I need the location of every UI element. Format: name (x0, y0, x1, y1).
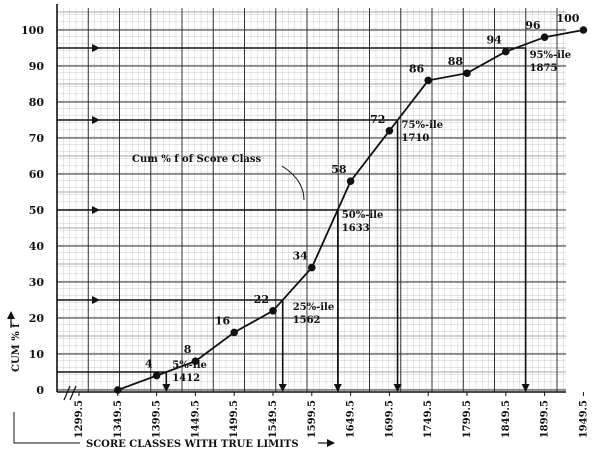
x-tick-label: 1499.5 (229, 400, 240, 438)
data-point (540, 33, 549, 41)
data-point-label: 4 (145, 358, 153, 371)
x-tick-label: 1699.5 (384, 400, 395, 438)
data-point (114, 386, 122, 394)
data-point (463, 69, 471, 77)
data-point (502, 47, 510, 56)
ogive-series: 4 8 16 22 34 58 72 86 88 94 96 100 (114, 12, 588, 394)
data-point-label: 16 (215, 314, 231, 327)
percentile-value: 1412 (172, 373, 200, 384)
curve-annotation: Cum % f of Score Class (132, 154, 261, 165)
x-tick-label: 1849.5 (501, 400, 512, 438)
x-tick-label: 1899.5 (540, 400, 551, 438)
percentile-value: 1875 (530, 63, 558, 74)
data-point (269, 307, 277, 315)
minor-grid (57, 8, 566, 392)
percentile-value: 1633 (342, 223, 370, 234)
data-point (308, 263, 316, 272)
percentile-label: 95%-ile (530, 50, 572, 61)
x-axis-title: SCORE CLASSES WITH TRUE LIMITS (86, 439, 299, 450)
x-tick-label: 1449.5 (190, 400, 201, 438)
x-tick-label: 1949.5 (578, 400, 589, 438)
y-tick-label: 50 (29, 204, 45, 217)
data-point-label: 94 (486, 34, 502, 47)
data-point-label: 34 (292, 250, 308, 263)
data-point-label: 58 (331, 163, 347, 176)
x-tick-label: 1649.5 (346, 400, 357, 438)
y-tick-label: 30 (29, 276, 45, 289)
x-tick-label: 1799.5 (462, 400, 473, 438)
data-point (346, 177, 355, 185)
y-tick-label: 70 (29, 132, 45, 145)
data-point-label: 88 (448, 55, 464, 68)
data-point-label: 72 (370, 113, 385, 126)
y-tick-label: 0 (36, 384, 44, 397)
x-tick-label: 1749.5 (423, 400, 434, 438)
percentile-label: 50%-ile (342, 210, 384, 221)
data-point (230, 328, 238, 337)
y-tick-label: 100 (21, 24, 44, 37)
x-axis-title-bracket (13, 412, 80, 444)
data-point-label: 22 (254, 293, 269, 306)
y-tick-label: 80 (29, 96, 45, 109)
percentile-label: 75%-ile (402, 120, 444, 131)
x-tick-label: 1399.5 (152, 400, 163, 438)
data-point-label: 100 (556, 12, 579, 25)
data-point (191, 357, 200, 366)
data-point (424, 76, 433, 85)
x-tick-label: 1349.5 (113, 400, 124, 438)
x-tick-label: 1599.5 (307, 400, 318, 438)
chart-grid (56, 8, 566, 392)
axis-break-marker (63, 385, 77, 401)
data-point (579, 26, 588, 34)
percentile-value: 1710 (402, 133, 430, 144)
y-tick-label: 40 (29, 240, 45, 253)
percentile-value: 1562 (293, 315, 321, 326)
percentile-label: 5%-ile (172, 360, 207, 371)
chart-axes: 0 10 20 30 40 50 60 70 80 90 100 1299.5 1349.5 1399.5… (21, 4, 589, 438)
curve-annotation-leader (281, 165, 305, 201)
y-tick-label: 10 (29, 348, 45, 361)
percentile-label: 25%-ile (293, 302, 335, 313)
percentile-guides: 5%-ile 1412 25%-ile 1562 50%-ile 1633 75%-ile 1… (57, 44, 572, 392)
data-point-label: 96 (525, 19, 541, 32)
data-point (152, 371, 161, 380)
data-point-label: 86 (409, 62, 425, 75)
y-tick-label: 60 (29, 168, 45, 181)
data-point (385, 127, 394, 135)
x-tick-label: 1549.5 (268, 400, 279, 438)
y-tick-label: 90 (29, 60, 45, 73)
y-axis-title: CUM % f (11, 323, 22, 372)
x-tick-label: 1299.5 (74, 400, 85, 438)
y-axis-title-group: CUM % f (11, 323, 22, 372)
data-point-label: 8 (184, 343, 192, 356)
y-tick-label: 20 (29, 312, 45, 325)
